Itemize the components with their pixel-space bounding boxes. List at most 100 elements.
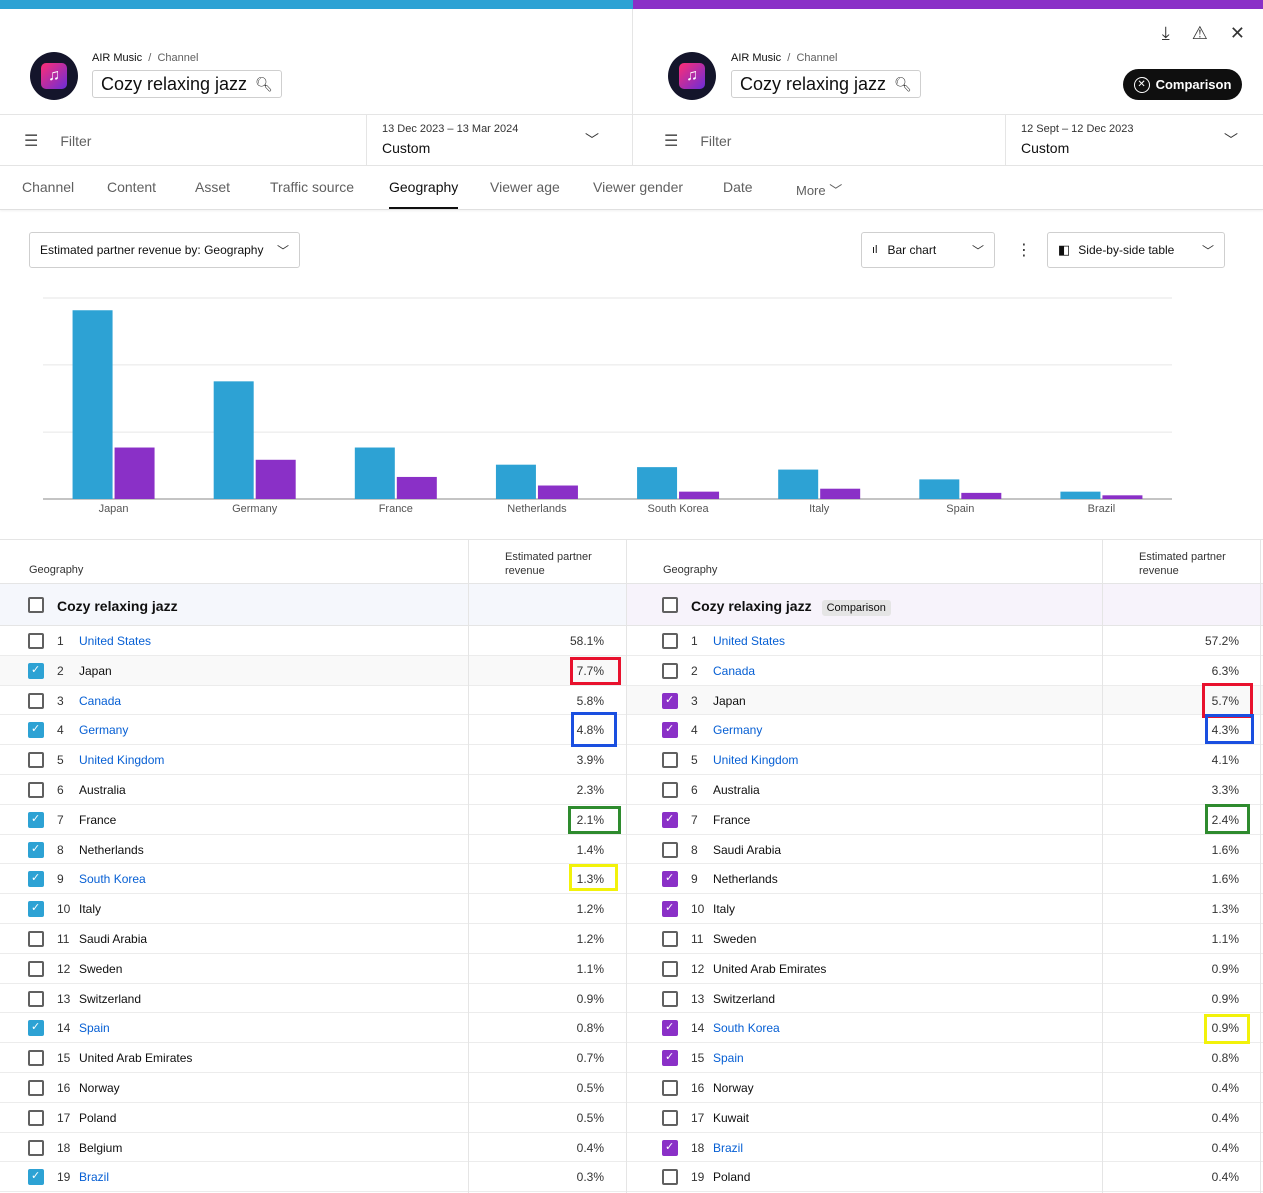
- bar-south-korea-series-2[interactable]: [679, 491, 720, 499]
- more-options-icon[interactable]: ⋮: [1016, 242, 1032, 259]
- row-checkbox[interactable]: [28, 841, 44, 858]
- row-checkbox[interactable]: [662, 1020, 678, 1037]
- filter-left[interactable]: ☰ Filter: [24, 115, 91, 166]
- row-checkbox[interactable]: [28, 752, 44, 769]
- country-name[interactable]: United Kingdom: [79, 753, 165, 768]
- date-range-picker-right[interactable]: 12 Sept – 12 Dec 2023 Custom ﹀: [1005, 115, 1263, 166]
- channel-search-box[interactable]: Cozy relaxing jazz 🔍︎: [731, 70, 921, 98]
- row-checkbox[interactable]: [662, 752, 678, 769]
- tab-viewer-age[interactable]: Viewer age: [490, 179, 560, 195]
- tab-more[interactable]: More ﹀: [796, 180, 842, 199]
- tab-content[interactable]: Content: [107, 179, 157, 195]
- row-checkbox[interactable]: [28, 1109, 44, 1126]
- row-checkbox[interactable]: [662, 901, 678, 918]
- tab-asset[interactable]: Asset: [195, 179, 231, 195]
- row-checkbox[interactable]: [28, 1139, 44, 1156]
- row-checkbox[interactable]: [662, 781, 678, 798]
- bar-france-series-1[interactable]: [354, 447, 395, 499]
- country-name[interactable]: Germany: [713, 723, 763, 738]
- tab-traffic-source[interactable]: Traffic source: [270, 179, 355, 195]
- country-name[interactable]: Brazil: [79, 1170, 110, 1185]
- search-icon[interactable]: 🔍︎: [894, 75, 912, 92]
- bar-netherlands-series-2[interactable]: [537, 485, 578, 499]
- bar-south-korea-series-1[interactable]: [637, 467, 678, 499]
- row-checkbox[interactable]: [28, 722, 44, 739]
- bar-italy-series-1[interactable]: [778, 469, 819, 499]
- row-checkbox[interactable]: [662, 662, 678, 679]
- row-checkbox[interactable]: [28, 990, 44, 1007]
- tab-channel[interactable]: Channel: [22, 179, 75, 195]
- bar-germany-series-2[interactable]: [255, 459, 296, 499]
- geography-header[interactable]: Geography: [663, 564, 718, 576]
- date-range-picker-left[interactable]: 13 Dec 2023 – 13 Mar 2024 Custom ﹀: [366, 115, 632, 166]
- country-name[interactable]: Germany: [79, 723, 129, 738]
- channel-search-box[interactable]: Cozy relaxing jazz 🔍︎: [92, 70, 282, 98]
- select-all-checkbox[interactable]: [662, 597, 678, 613]
- bar-brazil-series-2[interactable]: [1102, 495, 1143, 499]
- feedback-icon[interactable]: ⚠︎: [1191, 23, 1208, 43]
- chart-type-select[interactable]: ıl Bar chart ﹀: [861, 232, 995, 268]
- comparison-button[interactable]: ✕ Comparison: [1123, 69, 1242, 100]
- bar-japan-series-1[interactable]: [72, 310, 113, 499]
- revenue-header[interactable]: Estimated partner revenue: [505, 550, 592, 578]
- row-checkbox[interactable]: [662, 841, 678, 858]
- country-name[interactable]: Canada: [713, 663, 756, 678]
- bar-spain-series-2[interactable]: [961, 492, 1002, 499]
- bar-japan-series-2[interactable]: [114, 447, 155, 499]
- row-checkbox[interactable]: [28, 1050, 44, 1067]
- country-name[interactable]: United Kingdom: [713, 753, 799, 768]
- row-checkbox[interactable]: [662, 692, 678, 709]
- country-name[interactable]: United States: [79, 634, 152, 648]
- row-checkbox[interactable]: [28, 960, 44, 977]
- row-checkbox[interactable]: [28, 930, 44, 947]
- country-name[interactable]: Brazil: [713, 1140, 744, 1155]
- close-icon[interactable]: ✕: [1229, 23, 1245, 43]
- row-checkbox[interactable]: [28, 1020, 44, 1037]
- tab-date[interactable]: Date: [723, 179, 753, 195]
- country-name[interactable]: Canada: [79, 693, 122, 708]
- breadcrumb-brand[interactable]: AIR Music: [731, 52, 782, 64]
- row-checkbox[interactable]: [28, 633, 44, 649]
- tab-viewer-gender[interactable]: Viewer gender: [593, 179, 684, 195]
- row-checkbox[interactable]: [28, 662, 44, 679]
- breadcrumb-brand[interactable]: AIR Music: [92, 52, 143, 64]
- row-checkbox[interactable]: [28, 781, 44, 798]
- select-all-checkbox[interactable]: [28, 597, 44, 613]
- row-checkbox[interactable]: [662, 1169, 678, 1186]
- bar-france-series-2[interactable]: [396, 476, 437, 499]
- row-checkbox[interactable]: [662, 960, 678, 977]
- row-checkbox[interactable]: [662, 722, 678, 739]
- tab-geography[interactable]: Geography: [389, 179, 459, 209]
- row-checkbox[interactable]: [662, 811, 678, 828]
- row-checkbox[interactable]: [28, 692, 44, 709]
- row-checkbox[interactable]: [28, 1169, 44, 1186]
- bar-netherlands-series-1[interactable]: [495, 464, 536, 499]
- bar-brazil-series-1[interactable]: [1060, 491, 1101, 499]
- row-checkbox[interactable]: [28, 901, 44, 918]
- country-name[interactable]: Spain: [713, 1051, 744, 1066]
- row-checkbox[interactable]: [662, 1109, 678, 1126]
- row-checkbox[interactable]: [662, 633, 678, 649]
- filter-right[interactable]: ☰ Filter: [664, 115, 731, 166]
- bar-germany-series-1[interactable]: [213, 381, 254, 499]
- country-name[interactable]: South Korea: [79, 872, 146, 887]
- table-mode-select[interactable]: ◧ Side-by-side table ﹀: [1047, 232, 1225, 268]
- row-checkbox[interactable]: [28, 871, 44, 888]
- geography-header[interactable]: Geography: [29, 564, 84, 576]
- download-icon[interactable]: ⤓: [1161, 23, 1170, 43]
- row-checkbox[interactable]: [662, 1050, 678, 1067]
- row-checkbox[interactable]: [662, 871, 678, 888]
- bar-spain-series-1[interactable]: [919, 479, 960, 499]
- revenue-header[interactable]: Estimated partner revenue: [1139, 550, 1226, 578]
- row-checkbox[interactable]: [662, 1139, 678, 1156]
- bar-italy-series-2[interactable]: [820, 488, 861, 499]
- search-icon[interactable]: 🔍︎: [255, 75, 273, 92]
- row-checkbox[interactable]: [662, 930, 678, 947]
- metric-select[interactable]: Estimated partner revenue by: Geography …: [29, 232, 300, 268]
- row-checkbox[interactable]: [28, 1079, 44, 1096]
- country-name[interactable]: South Korea: [713, 1021, 780, 1036]
- row-checkbox[interactable]: [662, 1079, 678, 1096]
- row-checkbox[interactable]: [662, 990, 678, 1007]
- row-checkbox[interactable]: [28, 811, 44, 828]
- country-name[interactable]: United States: [713, 634, 786, 648]
